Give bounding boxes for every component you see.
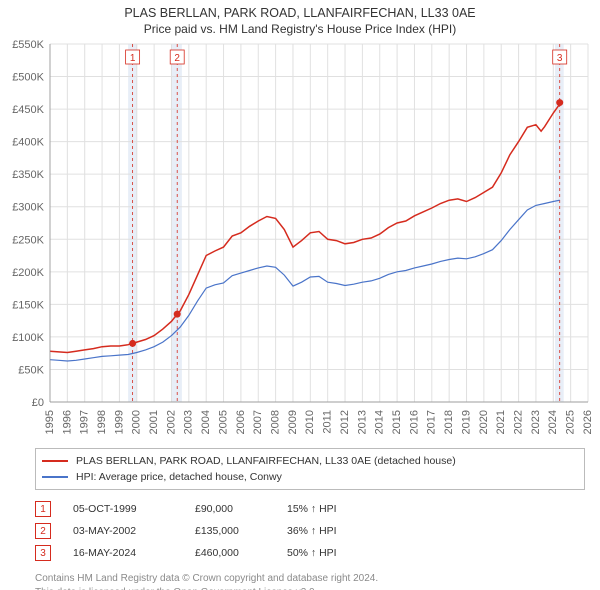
chart-area: £0 £50K £100K £150K £200K £250K £300K £350K £400…	[0, 36, 600, 446]
svg-text:2015: 2015	[391, 410, 403, 434]
svg-text:2001: 2001	[148, 410, 160, 434]
svg-text:£50K: £50K	[18, 364, 44, 376]
event-pct: 15% ↑ HPI	[287, 503, 397, 515]
chart-titles: PLAS BERLLAN, PARK ROAD, LLANFAIRFECHAN,…	[0, 0, 600, 36]
legend-swatch	[42, 476, 68, 478]
svg-text:2004: 2004	[200, 410, 212, 434]
svg-text:1999: 1999	[113, 410, 125, 434]
legend-row: PLAS BERLLAN, PARK ROAD, LLANFAIRFECHAN,…	[42, 453, 578, 469]
svg-text:1: 1	[130, 53, 136, 64]
svg-text:£550K: £550K	[12, 39, 44, 51]
event-row: 3 16-MAY-2024 £460,000 50% ↑ HPI	[35, 542, 585, 564]
legend-row: HPI: Average price, detached house, Conw…	[42, 469, 578, 485]
svg-text:2019: 2019	[460, 410, 472, 434]
below-chart: PLAS BERLLAN, PARK ROAD, LLANFAIRFECHAN,…	[35, 448, 585, 590]
svg-text:2005: 2005	[217, 410, 229, 434]
svg-text:2002: 2002	[165, 410, 177, 434]
svg-text:£150K: £150K	[12, 299, 44, 311]
svg-text:2: 2	[174, 53, 180, 64]
svg-text:2021: 2021	[495, 410, 507, 434]
svg-text:2022: 2022	[512, 410, 524, 434]
svg-text:1997: 1997	[79, 410, 91, 434]
svg-text:2003: 2003	[183, 410, 195, 434]
footnote-line1: Contains HM Land Registry data © Crown c…	[35, 572, 585, 586]
events-list: 1 05-OCT-1999 £90,000 15% ↑ HPI 2 03-MAY-2002…	[35, 498, 585, 564]
svg-text:£350K: £350K	[12, 169, 44, 181]
event-number: 1	[35, 501, 51, 517]
legend-swatch	[42, 460, 68, 462]
svg-text:2013: 2013	[356, 410, 368, 434]
legend-label: HPI: Average price, detached house, Conw…	[76, 471, 282, 483]
svg-text:2024: 2024	[547, 410, 559, 434]
title-line2: Price paid vs. HM Land Registry's House …	[0, 22, 600, 36]
event-price: £135,000	[195, 525, 265, 537]
svg-text:2008: 2008	[270, 410, 282, 434]
legend: PLAS BERLLAN, PARK ROAD, LLANFAIRFECHAN,…	[35, 448, 585, 490]
svg-text:£200K: £200K	[12, 267, 44, 279]
svg-text:2017: 2017	[426, 410, 438, 434]
svg-text:2007: 2007	[252, 410, 264, 434]
svg-text:2009: 2009	[287, 410, 299, 434]
event-date: 03-MAY-2002	[73, 525, 173, 537]
svg-text:2026: 2026	[582, 410, 594, 434]
svg-text:3: 3	[557, 53, 563, 64]
svg-text:£250K: £250K	[12, 234, 44, 246]
svg-text:2014: 2014	[374, 410, 386, 434]
footnote-line2: This data is licensed under the Open Gov…	[35, 586, 585, 590]
svg-text:£500K: £500K	[12, 72, 44, 84]
svg-text:1998: 1998	[96, 410, 108, 434]
event-number: 2	[35, 523, 51, 539]
svg-text:1995: 1995	[44, 410, 56, 434]
title-line1: PLAS BERLLAN, PARK ROAD, LLANFAIRFECHAN,…	[0, 6, 600, 20]
svg-text:£400K: £400K	[12, 137, 44, 149]
svg-text:1996: 1996	[61, 410, 73, 434]
svg-text:2018: 2018	[443, 410, 455, 434]
svg-text:2006: 2006	[235, 410, 247, 434]
event-pct: 36% ↑ HPI	[287, 525, 397, 537]
svg-text:2012: 2012	[339, 410, 351, 434]
event-price: £90,000	[195, 503, 265, 515]
footnote: Contains HM Land Registry data © Crown c…	[35, 572, 585, 590]
legend-label: PLAS BERLLAN, PARK ROAD, LLANFAIRFECHAN,…	[76, 455, 456, 467]
svg-text:2000: 2000	[131, 410, 143, 434]
svg-text:2011: 2011	[322, 410, 334, 434]
svg-text:£450K: £450K	[12, 104, 44, 116]
event-row: 2 03-MAY-2002 £135,000 36% ↑ HPI	[35, 520, 585, 542]
svg-text:£100K: £100K	[12, 332, 44, 344]
svg-text:£300K: £300K	[12, 202, 44, 214]
svg-text:2010: 2010	[304, 410, 316, 434]
svg-text:2025: 2025	[565, 410, 577, 434]
svg-text:2023: 2023	[530, 410, 542, 434]
event-date: 16-MAY-2024	[73, 547, 173, 559]
event-pct: 50% ↑ HPI	[287, 547, 397, 559]
chart-svg: £0 £50K £100K £150K £200K £250K £300K £350K £400…	[0, 36, 600, 446]
event-number: 3	[35, 545, 51, 561]
svg-text:£0: £0	[32, 397, 44, 409]
event-date: 05-OCT-1999	[73, 503, 173, 515]
event-row: 1 05-OCT-1999 £90,000 15% ↑ HPI	[35, 498, 585, 520]
svg-text:2016: 2016	[408, 410, 420, 434]
svg-text:2020: 2020	[478, 410, 490, 434]
event-price: £460,000	[195, 547, 265, 559]
